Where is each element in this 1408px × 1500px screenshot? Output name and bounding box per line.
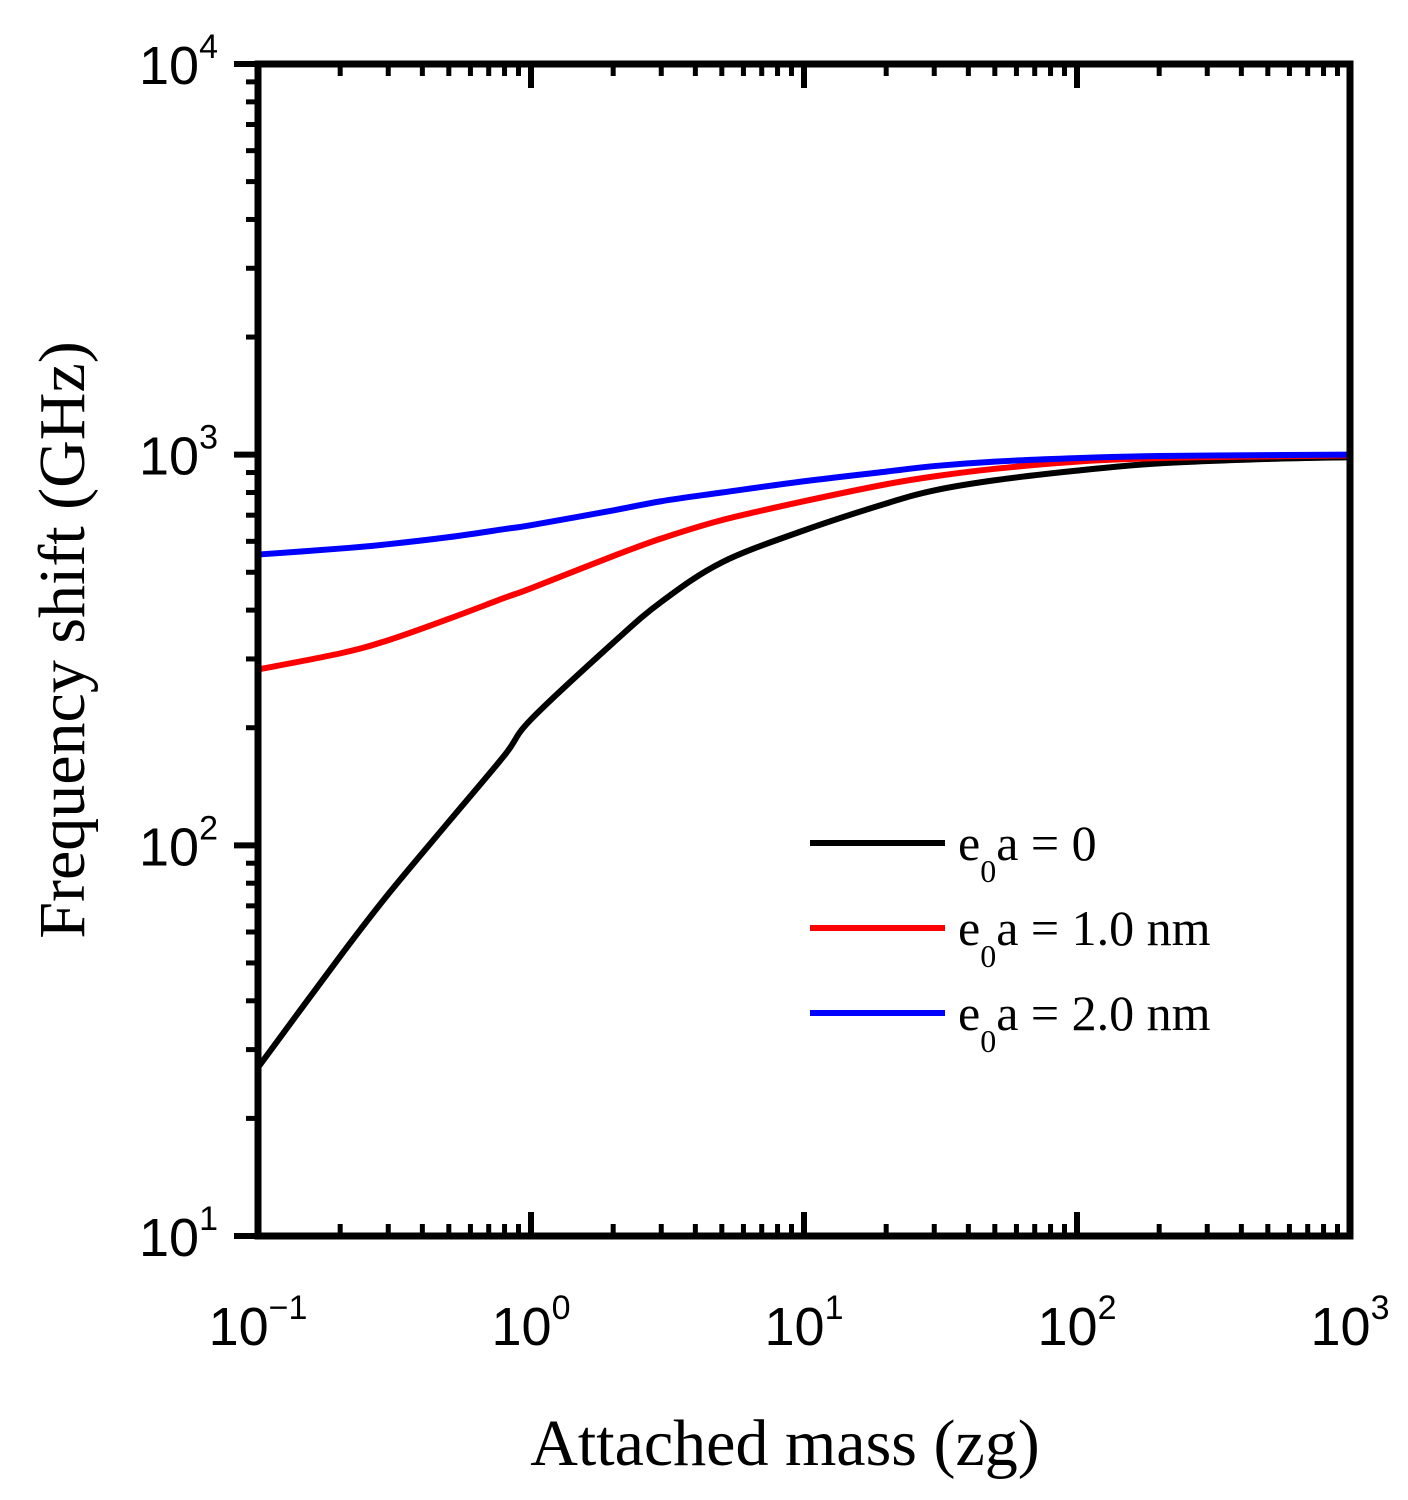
x-tick-label: 100	[492, 1289, 571, 1357]
minor-ticks	[246, 64, 1341, 1236]
legend-label-suffix: a = 1.0 nm	[996, 900, 1210, 956]
x-tick-labels: 10−1 100 101 102 103	[209, 1289, 1390, 1357]
x-tick-exponent: 3	[1371, 1289, 1390, 1327]
legend-label-1: e0a = 1.0 nm	[958, 900, 1211, 974]
x-tick-base: 10	[209, 1297, 269, 1357]
x-tick-base: 10	[1038, 1297, 1098, 1357]
x-axis-title: Attached mass (zg)	[530, 1407, 1039, 1480]
x-tick-exponent: 0	[552, 1289, 571, 1327]
y-tick-exponent: 1	[199, 1200, 218, 1238]
legend-label-2: e0a = 2.0 nm	[958, 985, 1211, 1059]
legend-label-prefix: e	[958, 815, 980, 871]
x-tick-exponent: −1	[269, 1289, 308, 1327]
y-tick-base: 10	[139, 36, 199, 96]
y-tick-label: 104	[139, 28, 218, 96]
legend-label-0: e0a = 0	[958, 815, 1097, 889]
series-line-0	[255, 454, 1353, 1071]
y-axis-title: Frequency shift (GHz)	[26, 341, 99, 938]
x-tick-base: 10	[1311, 1297, 1371, 1357]
series-line-2	[255, 451, 1353, 558]
legend-label-prefix: e	[958, 900, 980, 956]
series-line-1	[255, 452, 1353, 673]
x-tick-exponent: 2	[1098, 1289, 1117, 1327]
major-ticks	[234, 61, 1353, 1239]
x-tick-exponent: 1	[825, 1289, 844, 1327]
y-tick-exponent: 3	[199, 419, 218, 457]
y-tick-label: 102	[139, 809, 218, 877]
y-tick-base: 10	[139, 1208, 199, 1268]
y-tick-label: 103	[139, 419, 218, 487]
plot-frame	[254, 60, 1354, 1240]
legend-label-prefix: e	[958, 985, 980, 1041]
x-tick-label: 10−1	[209, 1289, 308, 1357]
y-tick-base: 10	[139, 817, 199, 877]
legend-label-subscript: 0	[980, 1023, 996, 1059]
x-tick-base: 10	[765, 1297, 825, 1357]
legend-label-subscript: 0	[980, 853, 996, 889]
y-tick-exponent: 2	[199, 809, 218, 847]
legend-label-suffix: a = 2.0 nm	[996, 985, 1210, 1041]
x-tick-label: 102	[1038, 1289, 1117, 1357]
x-tick-label: 101	[765, 1289, 844, 1357]
x-tick-base: 10	[492, 1297, 552, 1357]
y-tick-base: 10	[139, 427, 199, 487]
series-layer	[255, 451, 1353, 1071]
y-tick-exponent: 4	[199, 28, 218, 66]
legend-label-subscript: 0	[980, 938, 996, 974]
x-tick-label: 103	[1311, 1289, 1390, 1357]
y-tick-label: 101	[139, 1200, 218, 1268]
legend-label-suffix: a = 0	[996, 815, 1096, 871]
